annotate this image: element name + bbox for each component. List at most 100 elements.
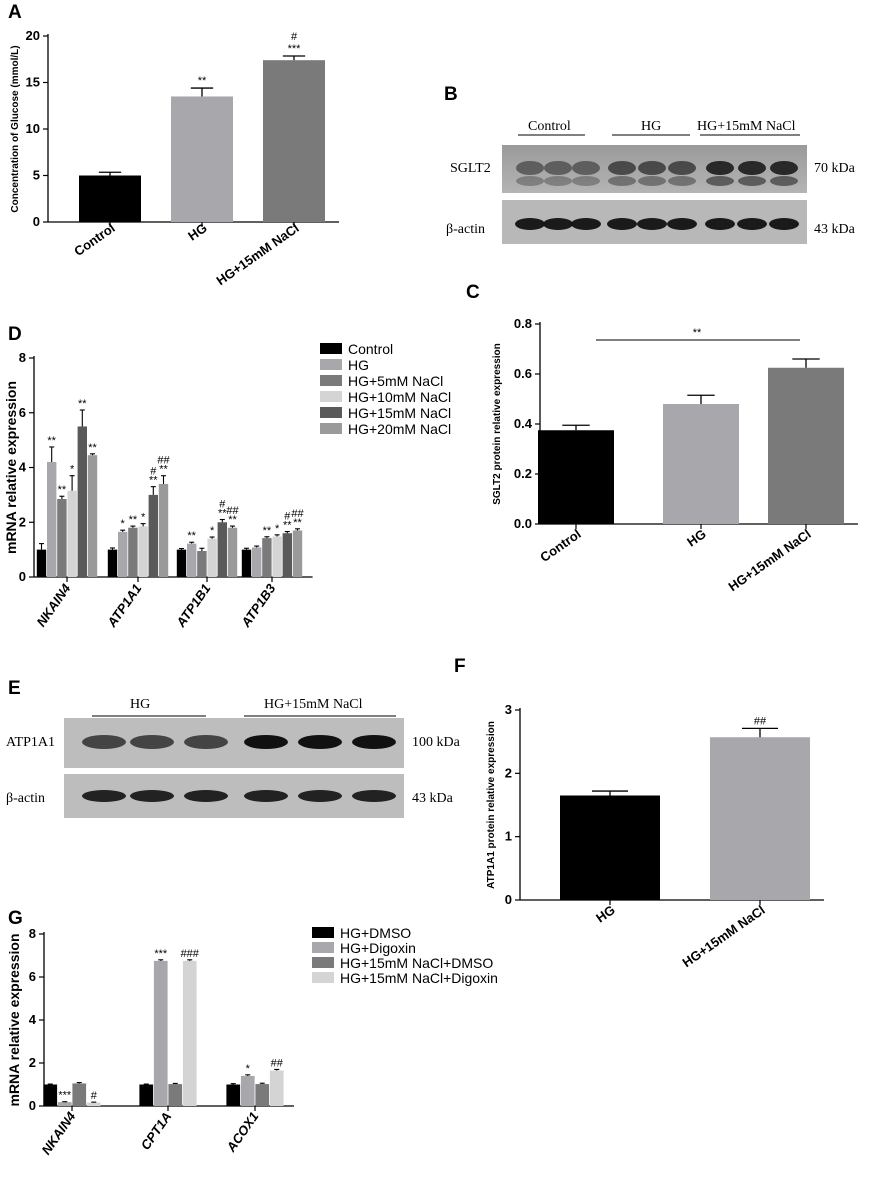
blot-band [298,735,342,749]
bar [182,960,197,1106]
blot-band [572,176,600,186]
x-tick-label: HG+15mM NaCl [680,902,768,970]
y-tick-label: 8 [29,926,36,941]
y-axis-label: mRNA relative expression [3,381,19,554]
y-tick-label: 2 [29,1055,36,1070]
y-tick-label: 0.2 [514,466,532,481]
significance-label: ## [157,455,170,467]
legend-swatch [320,423,342,434]
western-blot-e: HG HG+15mM NaCl ATP1A1 β-actin 100 kDa 4… [6,697,461,818]
bar [86,1102,101,1106]
significance-label: # [91,1090,98,1102]
y-tick-label: 6 [19,405,26,420]
significance-label: * [210,525,215,537]
x-tick-label: CPT1A [138,1109,175,1153]
x-tick-label: ATP1A1 [104,581,145,630]
blot-band [298,790,342,802]
legend-swatch [320,343,342,354]
significance-label: * [141,512,146,524]
y-tick-label: 1 [505,829,512,844]
blot-band [82,790,126,802]
blot-e-group-label: HG+15mM NaCl [264,697,363,712]
legend-swatch [320,359,342,370]
blot-band [607,218,637,230]
blot-b-row-label: β-actin [446,222,485,237]
significance-label: # [284,511,291,523]
bar [36,549,47,577]
y-axis-label: mRNA relative expression [6,934,22,1107]
bar [282,533,292,577]
x-tick-label: NKAIN4 [38,1108,78,1157]
significance-label: * [246,1063,251,1075]
significance-label: *** [288,43,302,55]
chart-panel-g: 0 2 4 6 8 mRNA relative expression *** # NKAIN4 *… [6,925,498,1157]
significance-label: ** [149,475,158,487]
bar [240,1075,255,1106]
significance-label: ### [181,948,200,960]
chart-panel-a: 0 5 10 15 20 Concentration of Glucose (mmol/L… [10,28,339,288]
blot-band [638,161,666,175]
western-blot-b: Control HG HG+15mM NaCl SGLT2 β-actin 70… [446,119,856,244]
y-axis-label: ATP1A1 protein relative expression [486,721,497,889]
legend-label: HG+10mM NaCl [348,389,451,405]
y-tick-label: 15 [26,75,40,90]
bar [252,547,262,577]
significance-label: ** [218,508,227,520]
blot-band [544,176,572,186]
bar [262,538,272,577]
bar [67,490,77,577]
y-tick-label: 3 [505,702,512,717]
blot-band [244,735,288,749]
blot-band [667,218,697,230]
bar [187,543,197,577]
x-tick-label: Control [537,526,583,565]
legend-label: HG+Digoxin [340,940,416,956]
blot-band [352,735,396,749]
legend-swatch [312,972,334,983]
bar [226,1084,241,1106]
bar [227,527,238,577]
blot-band [543,218,573,230]
bar [241,549,252,577]
y-tick-label: 2 [19,514,26,529]
x-tick-label: HG+15mM NaCl [726,526,814,594]
y-tick-label: 4 [19,460,27,475]
blot-band [668,176,696,186]
significance-label: * [70,464,75,476]
significance-label: * [275,523,280,535]
significance-label: ** [129,514,138,526]
blot-band [770,176,798,186]
bar [710,737,810,900]
blot-b-size-label: 70 kDa [814,161,856,176]
blot-band [668,161,696,175]
y-tick-label: 8 [19,350,26,365]
bar [292,530,303,577]
blot-b-group-label: Control [528,119,571,134]
blot-band [572,161,600,175]
significance-label: ** [187,530,196,542]
x-tick-label: ATP1B1 [173,581,214,630]
legend-swatch [312,942,334,953]
blot-band [705,218,735,230]
y-tick-label: 2 [505,765,512,780]
bar [47,462,57,577]
y-tick-label: 4 [29,1012,37,1027]
y-tick-label: 5 [33,168,40,183]
bar [272,536,282,577]
blot-band [352,790,396,802]
panel-letter-e: E [8,678,21,699]
y-tick-label: 0 [29,1098,36,1113]
legend-label: HG+5mM NaCl [348,373,443,389]
significance-label: ** [293,517,302,529]
legend-label: HG+15mM NaCl+Digoxin [340,970,498,986]
significance-label: ** [88,442,97,454]
significance-label: * [121,518,126,530]
significance-label: *** [154,948,168,960]
panel-letter-b: B [444,84,458,105]
significance-label: ** [693,327,702,339]
legend-label: HG+15mM NaCl+DMSO [340,955,493,971]
legend-swatch [320,375,342,386]
